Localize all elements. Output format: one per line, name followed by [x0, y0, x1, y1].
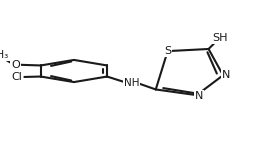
Text: Cl: Cl — [12, 72, 22, 82]
Text: O: O — [11, 60, 20, 70]
Text: N: N — [222, 70, 230, 80]
Text: SH: SH — [213, 33, 228, 43]
Text: S: S — [164, 46, 171, 56]
Text: N: N — [195, 91, 204, 101]
Text: NH: NH — [124, 78, 139, 88]
Text: CH₃: CH₃ — [0, 50, 9, 60]
